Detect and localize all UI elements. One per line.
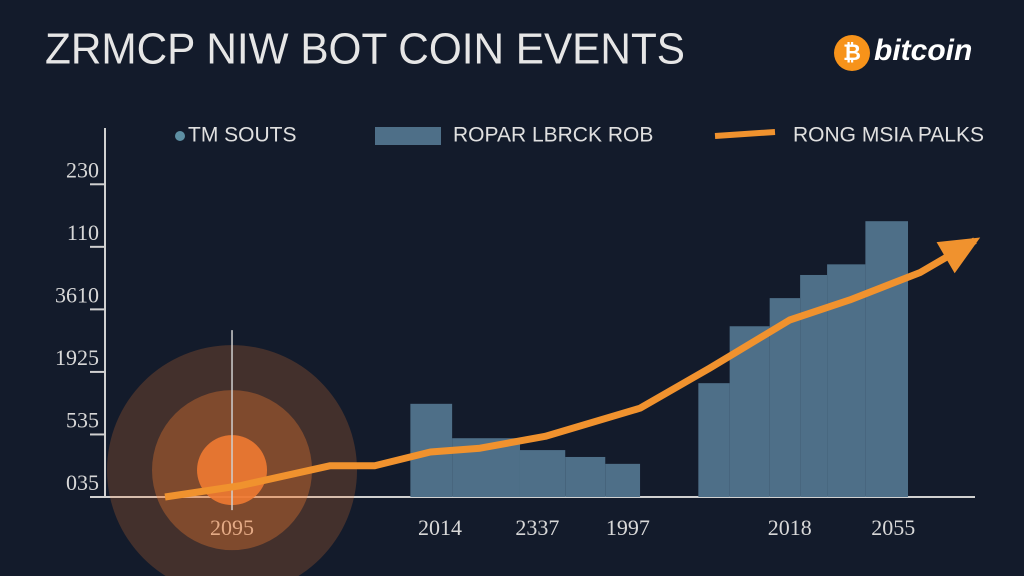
- bar: [565, 456, 606, 497]
- x-tick-label: 2055: [871, 515, 915, 540]
- chart-title: ZRMCP NIW BOT COIN EVENTS: [45, 25, 685, 74]
- legend-swatch: [175, 131, 185, 141]
- x-tick-label: 2014: [418, 515, 462, 540]
- x-tick-label: 2018: [768, 515, 812, 540]
- bar: [865, 221, 909, 497]
- y-tick-label: 3610: [55, 282, 99, 307]
- logo-symbol: ₿: [843, 41, 861, 66]
- legend-label: TM SOUTS: [188, 124, 297, 147]
- arrow-head: [936, 237, 981, 274]
- logo-text: bitcoin: [874, 34, 972, 67]
- bar: [698, 383, 730, 497]
- bar: [519, 450, 566, 497]
- y-tick-label: 035: [66, 470, 99, 495]
- line: [164, 237, 977, 501]
- y-tick-label: 535: [66, 408, 99, 433]
- x-tick-label: 2095: [210, 515, 254, 540]
- x-tick-label: 1997: [606, 515, 650, 540]
- legend-swatch: [714, 129, 776, 139]
- y-tick-label: 230: [66, 157, 99, 182]
- y-tick-label: 1925: [55, 345, 99, 370]
- logo-circle: [834, 35, 870, 71]
- legend-label: RONG MSIA PALKS: [793, 124, 984, 147]
- legend-label: ROPAR LBRCK ROB: [453, 124, 653, 147]
- x-tick-label: 2337: [515, 515, 559, 540]
- legend-swatch: [375, 127, 441, 145]
- y-tick-label: 110: [67, 220, 99, 245]
- bar: [605, 463, 641, 497]
